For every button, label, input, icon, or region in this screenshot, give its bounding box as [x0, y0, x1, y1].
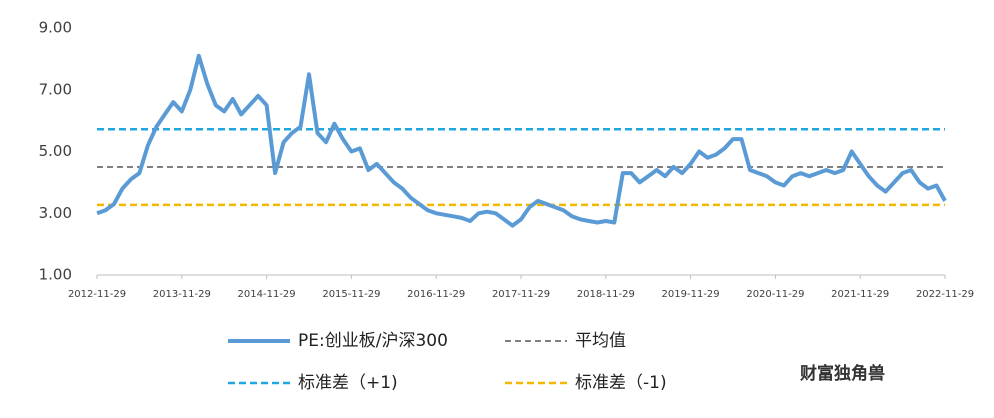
x-tick-label: 2012-11-29 — [68, 289, 126, 300]
legend-label: 平均值 — [575, 331, 626, 351]
x-tick-label: 2018-11-29 — [577, 289, 635, 300]
x-tick-label: 2020-11-29 — [746, 289, 804, 300]
legend-label: 标准差（-1) — [575, 373, 667, 393]
x-tick-label: 2022-11-29 — [916, 289, 974, 300]
x-tick-label: 2014-11-29 — [238, 289, 296, 300]
y-tick-label: 9.00 — [39, 19, 72, 37]
legend-label: 标准差（+1) — [298, 373, 398, 393]
y-tick-label: 5.00 — [39, 142, 72, 160]
legend-label: PE:创业板/沪深300 — [298, 331, 448, 351]
series-line — [96, 53, 947, 228]
y-tick-label: 1.00 — [39, 266, 72, 284]
x-tick-label: 2019-11-29 — [662, 289, 720, 300]
x-tick-label: 2013-11-29 — [153, 289, 211, 300]
x-tick-label: 2021-11-29 — [831, 289, 889, 300]
x-tick-label: 2015-11-29 — [322, 289, 380, 300]
x-tick-label: 2016-11-29 — [407, 289, 465, 300]
y-tick-label: 3.00 — [39, 204, 72, 222]
watermark: 财富独角兽 — [799, 363, 885, 384]
y-tick-label: 7.00 — [39, 80, 72, 98]
x-tick-label: 2017-11-29 — [492, 289, 550, 300]
